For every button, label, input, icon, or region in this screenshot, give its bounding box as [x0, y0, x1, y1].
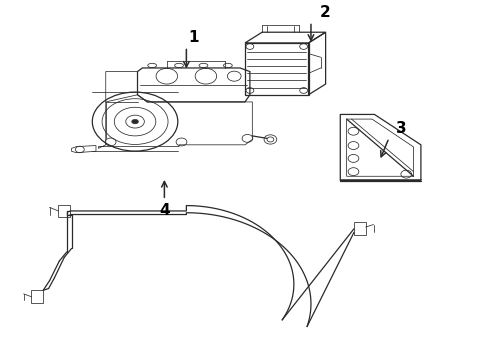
Text: 4: 4: [159, 203, 170, 218]
Text: 3: 3: [396, 121, 407, 136]
Text: 1: 1: [189, 30, 199, 45]
Ellipse shape: [132, 119, 139, 124]
Text: 2: 2: [320, 5, 331, 20]
